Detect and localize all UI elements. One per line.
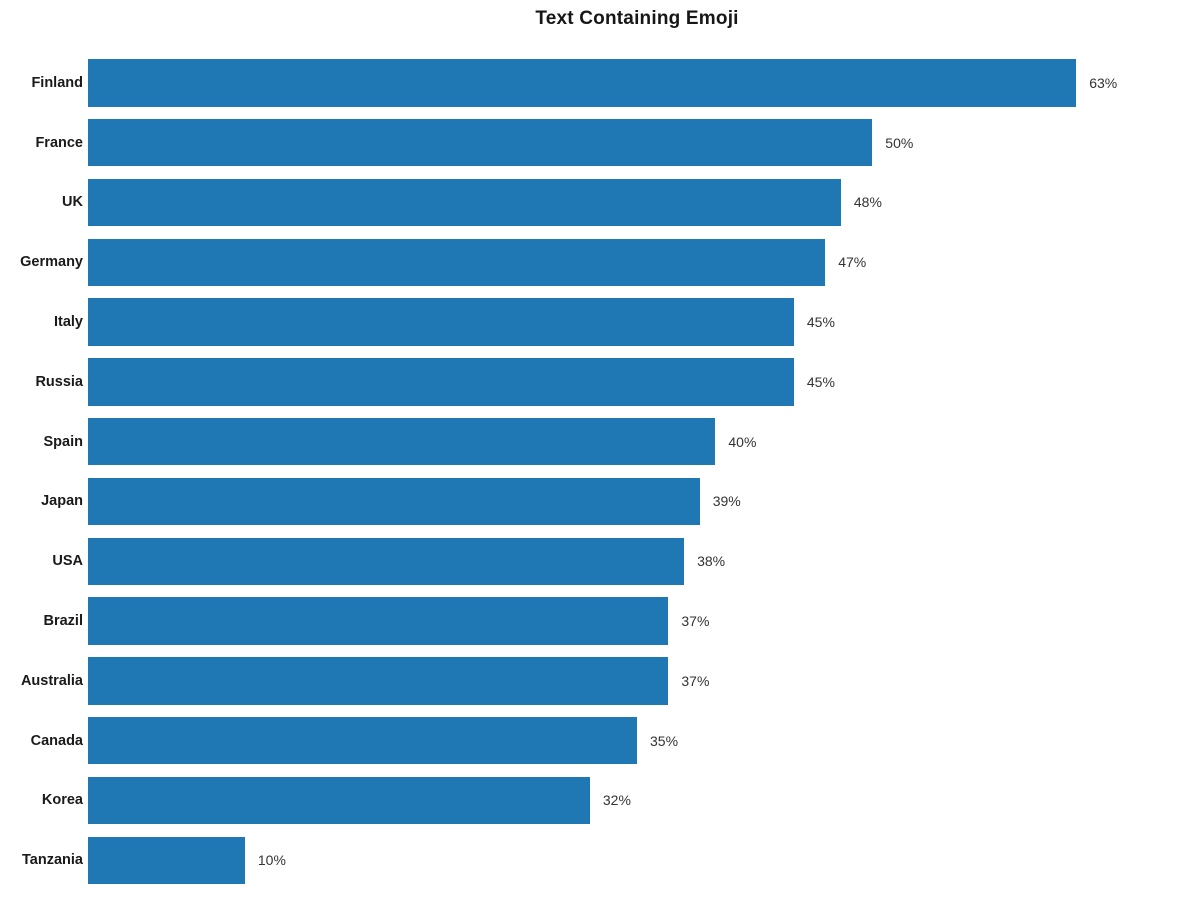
category-label: Korea — [41, 792, 83, 809]
category-label: Germany — [20, 254, 83, 271]
value-label: 63% — [1089, 74, 1118, 91]
chart-title: Text Containing Emoji — [535, 8, 739, 29]
value-label: 45% — [806, 373, 835, 390]
bar-track: 10% — [88, 836, 1200, 884]
bar-track: 37% — [88, 597, 1200, 645]
plot-area: Finland 63% France 50% UK 48% Germany 47… — [0, 53, 1200, 890]
value-label: 37% — [681, 672, 710, 689]
value-label: 32% — [602, 792, 631, 809]
bar-track: 48% — [88, 178, 1200, 227]
bar-row: Canada 35% — [0, 711, 1200, 771]
bar-track: 37% — [88, 657, 1200, 705]
bar — [88, 298, 794, 346]
bar — [88, 358, 794, 406]
bar-track: 40% — [88, 417, 1200, 466]
bar-row: Italy 45% — [0, 292, 1200, 352]
bar-row: UK 48% — [0, 173, 1200, 233]
bar-row: Finland 63% — [0, 53, 1200, 113]
bar-row: Brazil 37% — [0, 591, 1200, 651]
value-label: 45% — [806, 314, 835, 331]
category-label: Brazil — [43, 613, 84, 630]
value-label: 39% — [712, 493, 741, 510]
bar-track: 35% — [88, 716, 1200, 765]
bar-track: 32% — [88, 776, 1200, 825]
bar — [88, 59, 1077, 107]
bar-row: Russia 45% — [0, 352, 1200, 412]
category-label: France — [35, 134, 83, 151]
category-label: Japan — [41, 493, 83, 510]
bar-track: 39% — [88, 477, 1200, 526]
bar-track: 63% — [88, 59, 1200, 107]
category-label: Finland — [31, 74, 83, 91]
value-label: 50% — [885, 134, 914, 151]
bar — [88, 238, 826, 287]
bar-row: France 50% — [0, 113, 1200, 173]
bar-track: 38% — [88, 537, 1200, 586]
bar-track: 45% — [88, 358, 1200, 406]
bar — [88, 657, 669, 705]
bar — [88, 178, 841, 227]
category-label: Tanzania — [22, 852, 83, 869]
value-label: 35% — [650, 732, 679, 749]
bar — [88, 776, 590, 825]
value-label: 37% — [681, 613, 710, 630]
value-label: 10% — [257, 852, 286, 869]
category-label: Spain — [43, 433, 83, 450]
bar-row: Australia 37% — [0, 651, 1200, 711]
value-label: 47% — [838, 254, 867, 271]
value-label: 38% — [697, 553, 726, 570]
bar — [88, 597, 669, 645]
bar — [88, 477, 700, 526]
bar-track: 50% — [88, 118, 1200, 167]
value-label: 40% — [728, 433, 757, 450]
category-label: Russia — [35, 373, 83, 390]
bar-row: USA 38% — [0, 531, 1200, 591]
bar — [88, 417, 716, 466]
bar — [88, 118, 873, 167]
category-label: Italy — [53, 314, 83, 331]
bar-row: Spain 40% — [0, 412, 1200, 472]
value-label: 48% — [853, 194, 882, 211]
bar — [88, 836, 245, 884]
bar-row: Japan 39% — [0, 472, 1200, 532]
bar-row: Tanzania 10% — [0, 830, 1200, 890]
bar-track: 45% — [88, 298, 1200, 346]
category-label: Canada — [30, 732, 83, 749]
bar — [88, 537, 685, 586]
bar-row: Germany 47% — [0, 232, 1200, 292]
category-label: UK — [62, 194, 83, 211]
category-label: USA — [52, 553, 83, 570]
bar-row: Korea 32% — [0, 771, 1200, 831]
bar — [88, 716, 637, 765]
category-label: Australia — [20, 672, 83, 689]
bar-track: 47% — [88, 238, 1200, 287]
